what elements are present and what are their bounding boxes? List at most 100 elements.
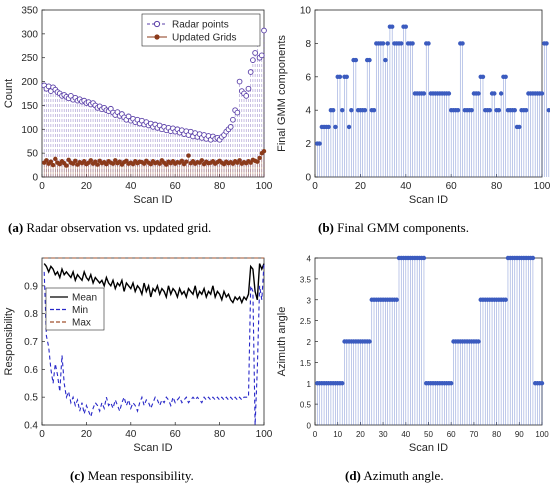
data-point <box>460 41 465 46</box>
x-tick-label-a: 80 <box>214 181 226 192</box>
x-tick-label-d: 40 <box>401 430 410 439</box>
data-point <box>349 108 354 113</box>
x-tick-label-a: 40 <box>125 181 137 192</box>
data-point <box>394 297 399 302</box>
data-point <box>367 57 372 63</box>
y-tick-label-a: 100 <box>21 125 38 136</box>
x-tick-label-c: 40 <box>125 429 137 440</box>
data-point <box>48 159 54 164</box>
legend-a: Radar points Updated Grids <box>141 13 261 47</box>
data-point <box>469 108 474 113</box>
legend-label: Updated Grids <box>172 33 236 44</box>
y-tick-label-d: 2 <box>307 338 312 347</box>
data-point <box>95 162 100 167</box>
data-point <box>544 41 549 46</box>
data-point <box>367 339 372 344</box>
series-d-0 <box>315 255 545 425</box>
data-point <box>261 149 267 154</box>
data-point <box>539 91 545 96</box>
data-point <box>73 158 78 163</box>
data-point <box>261 27 267 34</box>
legend-label: Mean <box>72 293 97 304</box>
caption-a: (a) Radar observation vs. updated grid. <box>8 220 211 235</box>
chart-d: 0 10 20 30 40 50 60 70 80 90 100 0 0.5 1 1.5 2 2.5 3 3.5 4 S… <box>276 255 549 455</box>
y-tick-label-a: 250 <box>21 53 38 64</box>
data-point <box>421 255 427 261</box>
data-point <box>385 41 390 46</box>
series-a-1 <box>42 149 267 177</box>
data-point <box>157 161 162 166</box>
data-point <box>255 159 260 164</box>
x-tick-label-c: 20 <box>81 429 93 440</box>
data-point <box>236 78 243 85</box>
data-point <box>371 108 377 113</box>
x-tick-label-d: 20 <box>356 430 365 439</box>
data-point <box>410 41 415 46</box>
plot-area-c <box>41 257 265 426</box>
y-tick-label-c: 0.9 <box>24 281 38 292</box>
x-tick-label-b: 40 <box>400 181 412 192</box>
data-point <box>199 158 205 163</box>
legend-label: Min <box>72 305 88 316</box>
legend-box <box>141 13 261 47</box>
data-point <box>340 108 345 113</box>
y-tick-label-d: 3 <box>307 296 312 305</box>
data-point <box>346 124 352 130</box>
data-point <box>487 108 492 113</box>
data-point <box>88 158 94 163</box>
y-tick-label-a: 50 <box>27 149 39 160</box>
data-point <box>330 108 336 113</box>
data-point <box>326 124 331 130</box>
legend-box <box>45 287 105 331</box>
data-point <box>337 74 343 80</box>
data-point <box>45 83 52 90</box>
data-point <box>523 108 529 113</box>
data-point <box>539 381 545 386</box>
data-point <box>492 91 497 96</box>
data-point <box>237 158 242 163</box>
data-point <box>64 163 69 168</box>
data-point <box>362 108 368 113</box>
data-point <box>530 255 536 261</box>
x-tick-label-b: 20 <box>355 181 367 192</box>
data-point <box>245 85 252 92</box>
y-tick-label-d: 2.5 <box>300 317 312 326</box>
data-point <box>446 91 452 96</box>
data-point <box>44 158 49 163</box>
y-tick-label-d: 4 <box>307 255 312 264</box>
y-tick-label-a: 300 <box>21 29 38 40</box>
y-tick-label-d: 0.5 <box>300 401 312 410</box>
y-tick-label-a: 0 <box>32 173 38 184</box>
data-point <box>243 93 250 99</box>
data-point <box>53 156 58 162</box>
x-tick-label-a: 100 <box>256 181 273 192</box>
data-point <box>503 297 508 302</box>
x-axis-label-b: Scan ID <box>409 194 448 206</box>
x-tick-label-c: 60 <box>170 429 182 440</box>
data-point <box>247 69 254 75</box>
data-point <box>340 381 345 386</box>
x-tick-label-a: 0 <box>39 181 45 192</box>
x-tick-label-d: 50 <box>424 430 433 439</box>
y-tick-label-a: 150 <box>21 101 38 112</box>
data-point <box>476 91 481 96</box>
x-tick-label-d: 0 <box>313 430 318 439</box>
y-axis-label-c: Responsibility <box>3 307 15 375</box>
data-point <box>258 52 265 59</box>
y-tick-label-c: 0.6 <box>24 365 38 376</box>
data-point <box>455 108 461 113</box>
x-tick-label-c: 100 <box>256 429 273 440</box>
y-tick-label-b: 10 <box>300 6 312 17</box>
y-axis-label-d: Azimuth angle <box>276 307 288 377</box>
data-point <box>184 159 189 164</box>
y-tick-label-c: 0.7 <box>24 337 38 348</box>
x-tick-label-d: 70 <box>469 430 478 439</box>
y-tick-label-a: 350 <box>21 6 38 17</box>
data-point <box>496 108 502 113</box>
data-point <box>353 57 359 63</box>
y-tick-label-b: 8 <box>305 39 311 50</box>
data-point <box>503 74 508 80</box>
data-point <box>179 158 185 163</box>
